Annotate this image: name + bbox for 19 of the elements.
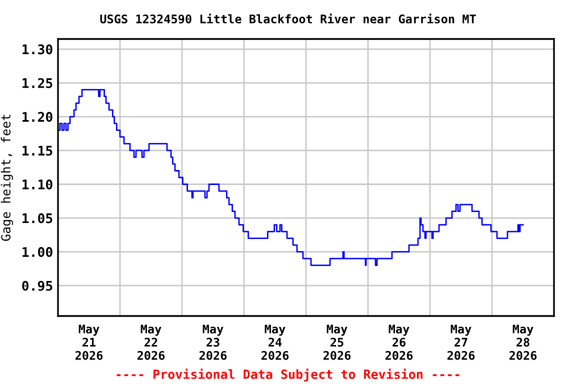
y-tick-label: 0.95 <box>22 280 52 291</box>
text: ---- Provisional Data Subject to Revision ---- <box>116 368 460 382</box>
x-tick-label: May 24 2026 <box>261 324 289 360</box>
chart-title: USGS 12324590 Little Blackfoot River near Garrison MT <box>100 14 476 24</box>
y-tick-label: 1.30 <box>22 44 52 54</box>
x-tick-label: May 21 2026 <box>75 324 103 360</box>
y-tick-label: 1.25 <box>22 78 52 88</box>
x-tick-label: May 28 2026 <box>509 324 537 360</box>
y-tick-label: 1.15 <box>22 146 52 156</box>
y-tick-label: 1.00 <box>22 247 52 258</box>
y-tick-label: 1.20 <box>22 112 52 122</box>
x-tick-label: May 23 2026 <box>199 324 227 360</box>
x-tick-label: May 26 2026 <box>385 324 413 360</box>
x-tick-label: May 27 2026 <box>447 324 475 360</box>
y-tick-label: 1.05 <box>22 213 52 224</box>
y-tick-label: 1.10 <box>22 179 52 190</box>
x-tick-label: May 22 2026 <box>137 324 165 360</box>
x-tick-label: May 25 2026 <box>323 324 351 360</box>
y-axis-title: Gage height, feet <box>0 114 14 241</box>
